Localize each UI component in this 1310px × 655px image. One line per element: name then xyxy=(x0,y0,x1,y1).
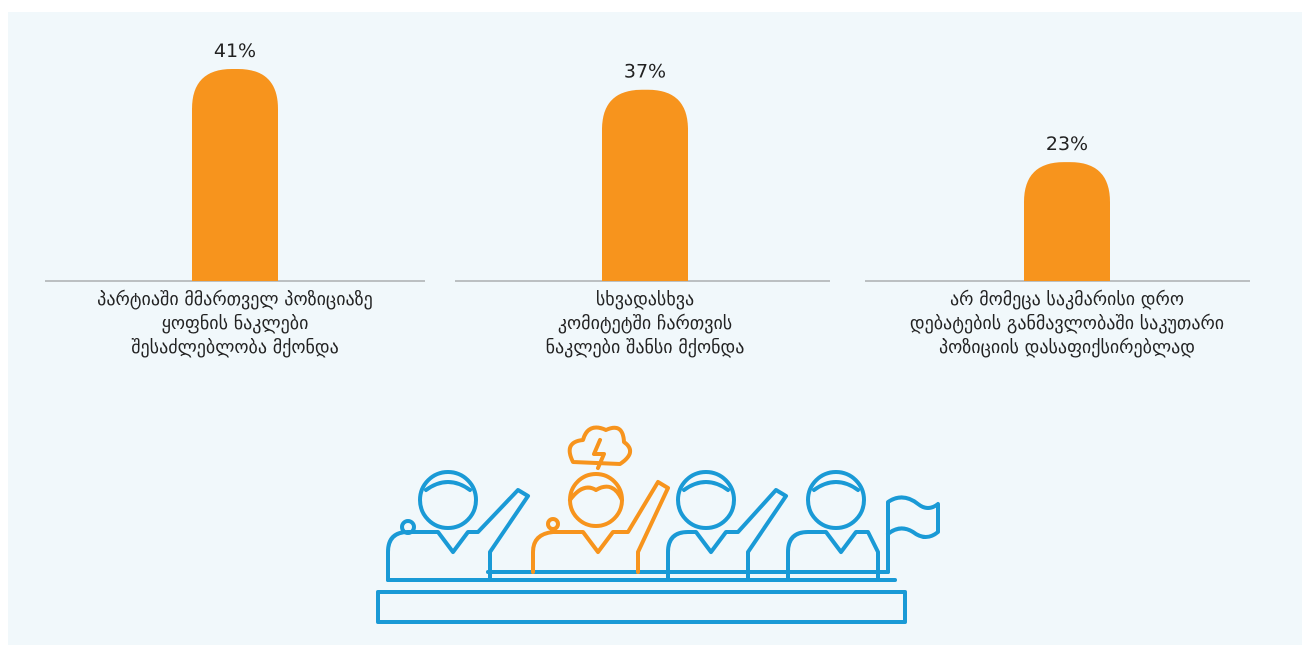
value-label: 23% xyxy=(1046,133,1088,155)
chart-panel: 41% 37% 23% პარტიაში მმართველ პოზიციაზე ყო… xyxy=(8,12,1302,645)
bar xyxy=(192,69,278,281)
value-label: 41% xyxy=(214,40,256,62)
category-label: არ მომეცა საკმარისი დრო დებატების განმავ… xyxy=(909,289,1225,358)
value-label: 37% xyxy=(624,61,666,83)
chart: 41% 37% 23% xyxy=(45,40,1250,624)
bar xyxy=(1024,162,1110,281)
category-label: სხვადასხვა კომიტეტში ჩართვის ნაკლები შან… xyxy=(545,289,745,358)
illustration xyxy=(376,425,940,624)
bar xyxy=(602,89,688,282)
category-label: პარტიაში მმართველ პოზიციაზე ყოფნის ნაკლე… xyxy=(97,289,373,358)
